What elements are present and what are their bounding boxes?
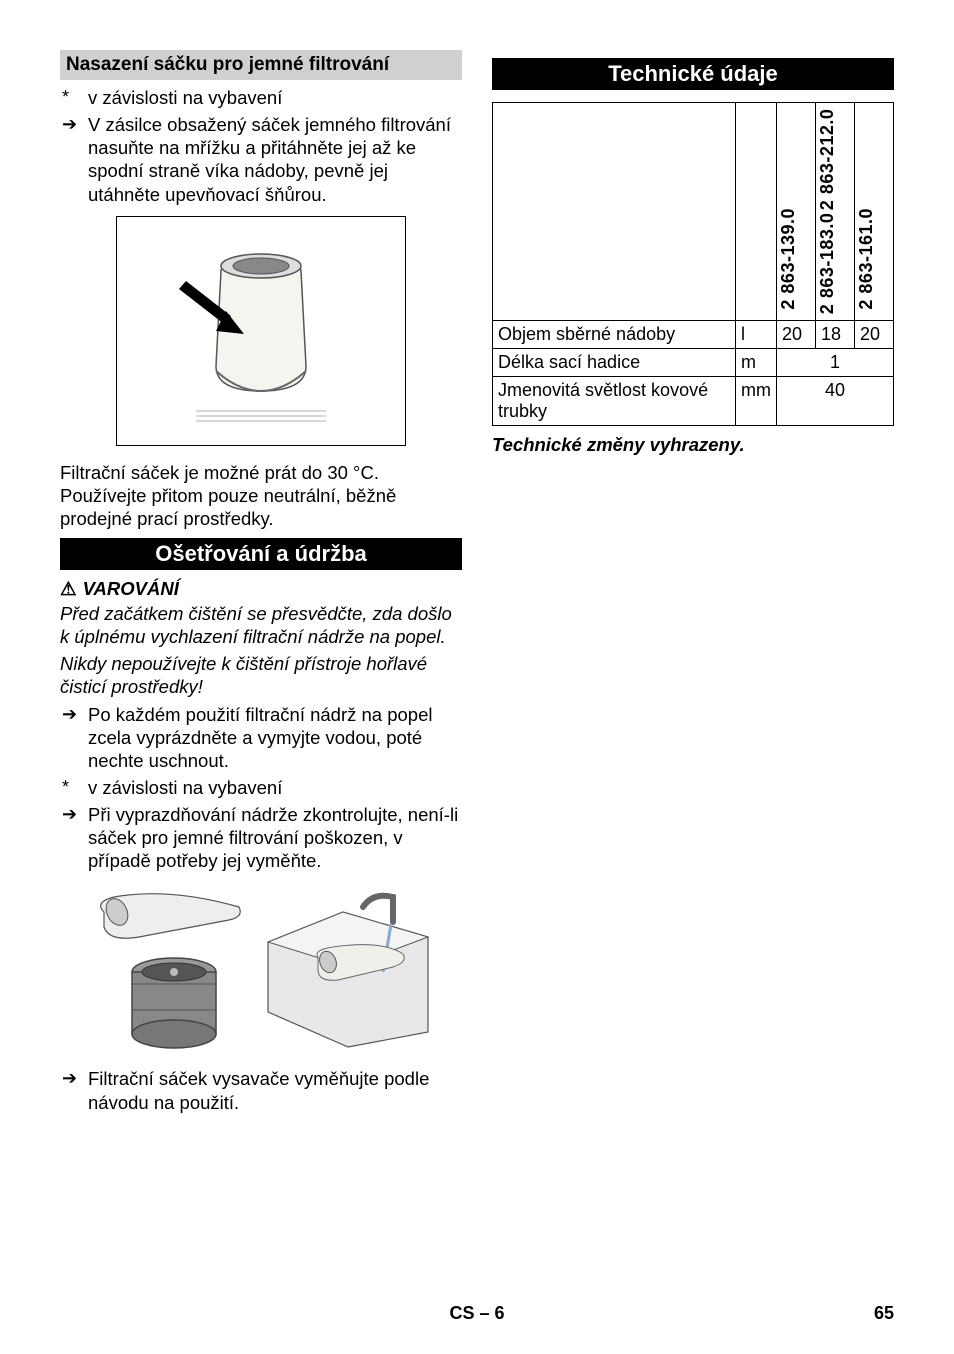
bullet-insert-bag: V zásilce obsažený sáček jemného filtrov… [60,113,462,206]
footer-center: CS – 6 [449,1303,504,1324]
section-title-maintenance: Ošetřování a údržba [60,538,462,570]
table-header-model-2: 2 863-183.0 2 863-212.0 [816,103,855,321]
spec-label: Objem sběrné nádoby [493,321,736,349]
table-header-model-3: 2 863-161.0 [855,103,894,321]
bullet-replace-vacuum-bag: Filtrační sáček vysavače vyměňujte podle… [60,1067,462,1113]
section-title-specs: Technické údaje [492,58,894,90]
spec-unit: mm [736,377,777,426]
warning-text-2: Nikdy nepoužívejte k čištění přístroje h… [60,652,462,698]
table-header-model-1: 2 863-139.0 [777,103,816,321]
spec-value: 40 [777,377,894,426]
bullet-empty-tank: Po každém použití filtrační nádrž na pop… [60,703,462,772]
spec-value: 20 [855,321,894,349]
table-header-empty [493,103,736,321]
spec-unit: m [736,349,777,377]
spec-value: 1 [777,349,894,377]
warning-label-text: VAROVÁNÍ [83,578,179,599]
model-code-2b: 2 863-212.0 [818,109,838,211]
text-wash-instructions: Filtrační sáček je možné prát do 30 °C. … [60,461,462,530]
spec-value: 18 [816,321,855,349]
table-row: Objem sběrné nádoby l 20 18 20 [493,321,894,349]
figure-washing-bag [60,882,462,1057]
page-footer: CS – 6 65 [0,1303,954,1324]
note-equipment-2: v závislosti na vybavení [60,776,462,799]
footer-page-number: 65 [874,1303,894,1324]
section-title-filter-bag: Nasazení sáčku pro jemné filtrování [60,50,462,80]
warning-label: ⚠VAROVÁNÍ [60,578,462,600]
model-code-1: 2 863-139.0 [779,208,799,310]
table-row: Jmenovitá světlost kovové trubky mm 40 [493,377,894,426]
bullet-check-bag: Při vyprazdňování nádrže zkontrolujte, n… [60,803,462,872]
figure-filter-bag [60,216,462,451]
spec-unit: l [736,321,777,349]
table-header-unit [736,103,777,321]
specs-table: 2 863-139.0 2 863-183.0 2 863-212.0 2 86… [492,102,894,426]
spec-label: Délka sací hadice [493,349,736,377]
tech-changes-note: Technické změny vyhrazeny. [492,434,894,456]
table-row: Délka sací hadice m 1 [493,349,894,377]
spec-label: Jmenovitá světlost kovové trubky [493,377,736,426]
note-equipment-1: v závislosti na vybavení [60,86,462,109]
spec-value: 20 [777,321,816,349]
model-code-2a: 2 863-183.0 [818,213,838,315]
model-code-3: 2 863-161.0 [857,208,877,310]
warning-text-1: Před začátkem čištění se přesvědčte, zda… [60,602,462,648]
